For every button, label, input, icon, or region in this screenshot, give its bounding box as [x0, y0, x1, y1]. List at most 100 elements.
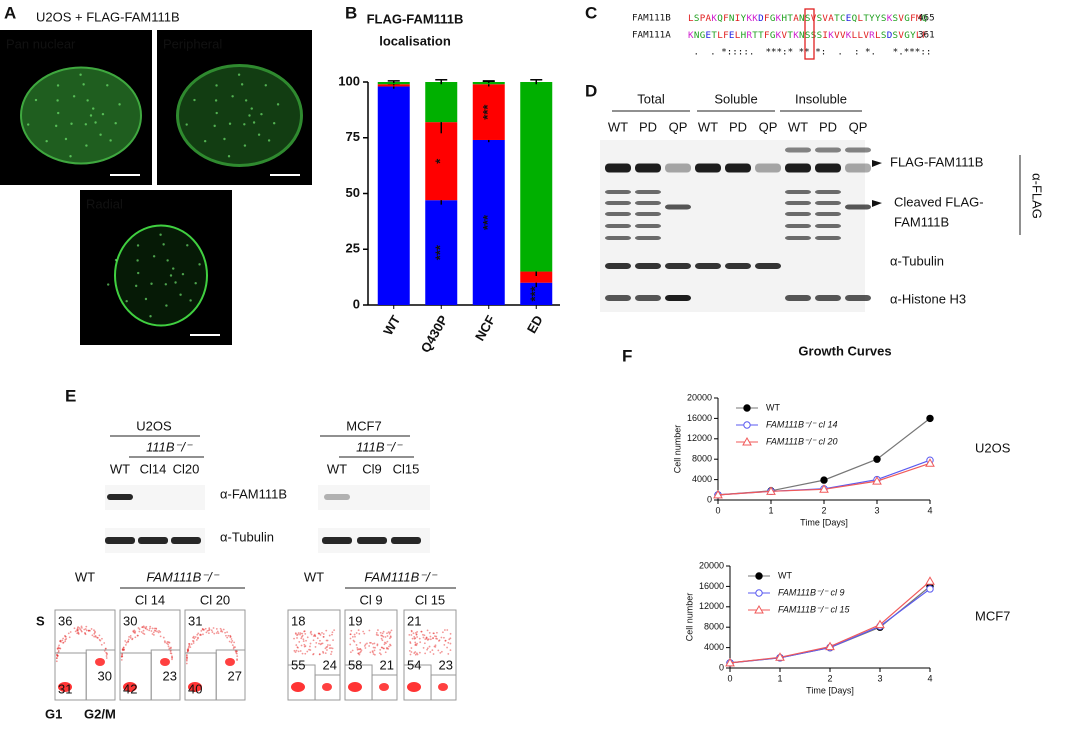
- plot-label: WT: [304, 569, 324, 584]
- event: [312, 639, 315, 642]
- gate: [430, 674, 457, 701]
- event: [187, 647, 190, 650]
- y-tick-label: 50: [346, 185, 360, 200]
- event: [295, 649, 298, 652]
- speck: [223, 137, 226, 141]
- event: [351, 649, 354, 652]
- band: [357, 537, 387, 544]
- arrowhead: [872, 200, 882, 207]
- speck: [134, 284, 138, 288]
- event: [355, 632, 358, 634]
- marker: [926, 585, 934, 593]
- event: [386, 646, 388, 649]
- lane-label: WT: [327, 461, 347, 476]
- event: [217, 632, 220, 635]
- speck: [137, 271, 140, 275]
- event: [124, 640, 127, 642]
- speck: [248, 114, 251, 117]
- speck: [213, 124, 216, 128]
- event: [428, 645, 431, 648]
- y-tick-label: 0: [353, 296, 360, 311]
- band: [785, 212, 811, 216]
- event: [389, 644, 392, 647]
- blot-label: α-Tubulin: [890, 253, 944, 268]
- speck: [179, 293, 182, 296]
- event: [222, 628, 225, 631]
- event: [378, 652, 381, 655]
- plot-label: Cl 15: [415, 592, 445, 607]
- event: [308, 648, 310, 651]
- event: [303, 643, 306, 646]
- speck: [45, 139, 48, 143]
- event: [304, 645, 307, 647]
- event: [369, 651, 372, 654]
- event: [189, 646, 192, 648]
- event: [145, 625, 148, 628]
- band: [815, 201, 841, 205]
- event: [351, 635, 354, 638]
- event: [202, 633, 204, 636]
- band: [635, 190, 661, 194]
- event: [388, 645, 390, 648]
- lane-label: WT: [788, 119, 808, 134]
- event: [206, 629, 209, 632]
- event: [372, 651, 374, 654]
- gate: [314, 674, 341, 701]
- plot-label: Cl 9: [359, 592, 382, 607]
- event: [143, 633, 146, 635]
- event: [382, 647, 385, 650]
- bar-segment: [520, 82, 553, 272]
- event: [56, 654, 59, 657]
- event: [434, 635, 436, 637]
- sequence: LSPAKQFNIYKKDFGKHTANSVSVATCEQLTYYSKSVGFM…: [688, 13, 928, 24]
- event: [386, 632, 388, 635]
- lane-label: QP: [759, 119, 778, 134]
- event: [294, 632, 297, 635]
- event: [444, 639, 447, 642]
- event: [357, 629, 360, 632]
- event: [446, 629, 449, 631]
- event: [318, 653, 321, 656]
- event: [129, 636, 132, 639]
- event: [447, 641, 450, 644]
- event: [437, 649, 440, 652]
- band: [725, 163, 751, 173]
- event: [58, 647, 61, 650]
- event: [350, 629, 353, 632]
- y-tick-label: 100: [338, 73, 360, 88]
- event: [424, 652, 427, 655]
- chart-title: FLAG-FAM111B: [367, 11, 464, 26]
- marker: [820, 476, 828, 484]
- band: [845, 147, 871, 153]
- event: [76, 628, 79, 631]
- event: [226, 631, 229, 633]
- event: [364, 643, 367, 646]
- event: [121, 649, 124, 652]
- event: [424, 638, 427, 640]
- event: [443, 629, 446, 631]
- speck: [164, 283, 168, 286]
- event: [185, 662, 188, 665]
- event: [423, 642, 426, 645]
- event: [427, 638, 430, 641]
- event: [197, 632, 200, 635]
- marker: [873, 455, 881, 463]
- event: [225, 634, 227, 637]
- event: [358, 632, 361, 635]
- event: [146, 628, 149, 631]
- event: [197, 637, 199, 640]
- panel-label: E: [65, 386, 76, 405]
- event: [141, 626, 144, 629]
- event: [186, 657, 188, 660]
- event: [362, 630, 365, 633]
- bar-segment: [377, 82, 410, 85]
- phase-label: G1: [45, 706, 62, 721]
- event: [296, 637, 298, 639]
- event: [167, 645, 170, 648]
- speck: [267, 139, 271, 142]
- event: [414, 632, 417, 634]
- event: [370, 641, 372, 644]
- event: [349, 633, 352, 636]
- event: [60, 640, 62, 643]
- event: [415, 633, 418, 636]
